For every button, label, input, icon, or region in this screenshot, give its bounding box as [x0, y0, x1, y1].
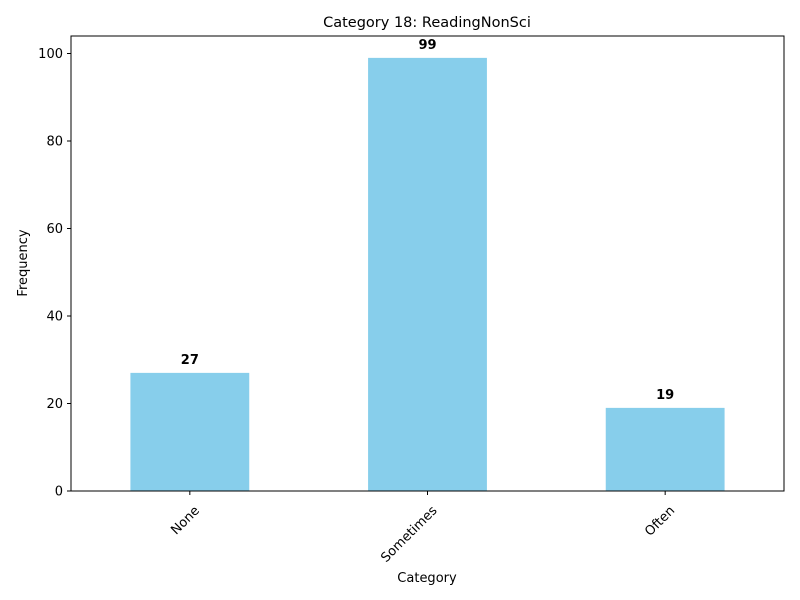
data-label-often: 19: [656, 388, 674, 403]
x-axis-label: Category: [397, 571, 457, 586]
bar-sometimes: [368, 57, 487, 491]
bar-none: [130, 372, 250, 491]
data-labels-group: 27 99 19: [181, 38, 674, 403]
y-axis-label: Frequency: [16, 229, 31, 296]
y-tick-label: 20: [46, 397, 63, 412]
y-axis: 0 20 40 60 80 100: [38, 47, 71, 500]
chart-title: Category 18: ReadingNonSci: [323, 15, 531, 31]
x-tick-label-none: None: [168, 503, 203, 538]
plot-frame: [70, 35, 785, 492]
data-label-none: 27: [181, 353, 199, 368]
y-tick-label: 40: [46, 310, 63, 325]
y-tick-label: 60: [46, 222, 63, 237]
x-axis: None Sometimes Often: [168, 491, 678, 566]
bar-often: [605, 407, 725, 491]
y-tick-label: 0: [55, 485, 63, 500]
x-tick-label-often: Often: [642, 503, 678, 539]
y-tick-label: 100: [38, 47, 63, 62]
data-label-sometimes: 99: [418, 38, 436, 53]
y-tick-label: 80: [46, 135, 63, 150]
bars-group: [130, 57, 725, 491]
x-tick-label-sometimes: Sometimes: [378, 503, 440, 565]
